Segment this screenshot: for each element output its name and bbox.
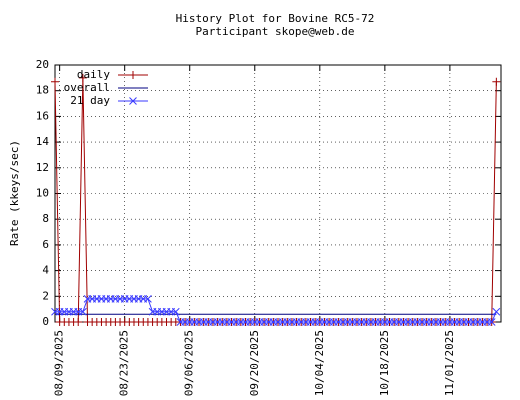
- legend-marker: [129, 97, 137, 105]
- y-tick-label: 20: [36, 58, 49, 71]
- x-tick-label: 09/20/2025: [248, 330, 261, 396]
- chart-title: History Plot for Bovine RC5-72: [176, 12, 375, 25]
- point: [74, 318, 83, 326]
- y-tick-label: 8: [42, 212, 49, 225]
- legend-marker: [129, 71, 137, 79]
- point: [492, 307, 501, 316]
- plot-border: [54, 64, 502, 323]
- point: [78, 73, 87, 82]
- y-tick-label: 2: [42, 289, 49, 302]
- x-tick-label: 08/23/2025: [118, 330, 131, 396]
- x-tick-label: 08/09/2025: [53, 330, 66, 396]
- y-axis-label: Rate (kkeys/sec): [8, 140, 21, 246]
- point: [487, 318, 496, 326]
- y-tick-label: 0: [42, 315, 49, 328]
- legend-label: daily: [77, 68, 110, 81]
- y-tick-label: 16: [36, 109, 49, 122]
- x-tick-label: 11/01/2025: [443, 330, 456, 396]
- y-tick-label: 6: [42, 238, 49, 251]
- x-tick-label: 10/04/2025: [313, 330, 326, 396]
- y-tick-label: 12: [36, 161, 49, 174]
- series-line: [54, 77, 497, 323]
- legend-label: 21 day: [70, 94, 110, 107]
- point: [171, 307, 180, 316]
- point: [492, 77, 501, 86]
- y-tick-label: 10: [36, 187, 49, 200]
- y-tick-label: 4: [42, 264, 49, 277]
- x-tick-label: 10/18/2025: [378, 330, 391, 396]
- y-tick-label: 18: [36, 84, 49, 97]
- point: [51, 77, 59, 86]
- legend-label: overall: [64, 81, 110, 94]
- series-line: [55, 298, 497, 323]
- x-tick-label: 09/06/2025: [183, 330, 196, 396]
- chart-subtitle: Participant skope@web.de: [196, 25, 355, 38]
- point: [79, 307, 87, 316]
- point: [144, 295, 152, 303]
- y-tick-label: 14: [36, 135, 50, 148]
